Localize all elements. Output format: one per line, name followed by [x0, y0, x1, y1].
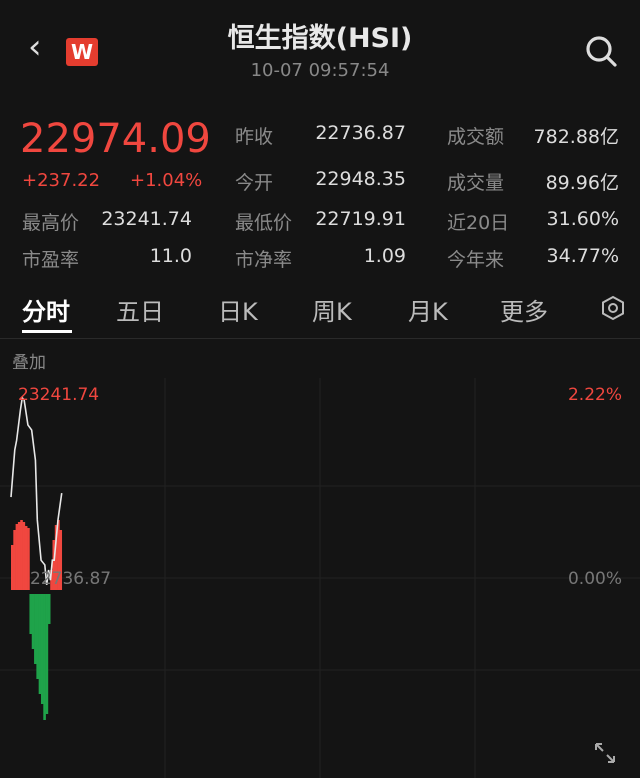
- page-title: 恒生指数(HSI): [227, 23, 413, 54]
- stat-label: 昨收: [235, 126, 274, 148]
- flow-bar: [29, 594, 33, 634]
- settings-icon[interactable]: [600, 295, 626, 321]
- overlay-button[interactable]: 叠加: [12, 353, 46, 373]
- flow-bar: [22, 522, 26, 590]
- tab-weekly-k[interactable]: 周K: [312, 298, 352, 326]
- flow-bar: [45, 594, 49, 714]
- stat-label: 市净率: [235, 249, 293, 271]
- search-icon[interactable]: [584, 34, 618, 68]
- current-price: 22974.09: [20, 116, 211, 162]
- flow-bar: [50, 570, 53, 590]
- tab-intraday[interactable]: 分时: [22, 298, 70, 326]
- stat-label: 市盈率: [22, 249, 80, 271]
- stat-value: 22719.91: [315, 208, 406, 230]
- flow-bar: [47, 594, 51, 624]
- stat-value: 782.88亿: [533, 126, 619, 148]
- flow-bar: [59, 530, 63, 590]
- divider: [0, 338, 640, 339]
- flow-bar: [54, 525, 58, 590]
- stat-value: 22736.87: [315, 122, 406, 144]
- stat-value: 89.96亿: [545, 172, 619, 194]
- tab-five-day[interactable]: 五日: [116, 298, 164, 326]
- active-tab-indicator: [22, 330, 72, 333]
- stat-label: 近20日: [447, 212, 510, 234]
- tab-more[interactable]: 更多: [500, 298, 548, 326]
- flow-bar: [36, 594, 39, 679]
- timestamp: 10-07 09:57:54: [250, 60, 390, 81]
- stat-label: 今年来: [447, 249, 505, 271]
- stat-label: 最低价: [235, 212, 293, 234]
- tab-monthly-k[interactable]: 月K: [408, 298, 448, 326]
- flow-bar: [31, 594, 35, 649]
- price-change-pct: +1.04%: [130, 170, 203, 191]
- back-button[interactable]: ‹: [28, 27, 42, 67]
- flow-bar: [20, 520, 23, 590]
- price-change: +237.22: [22, 170, 101, 191]
- stat-value: 23241.74: [101, 208, 192, 230]
- stat-label: 成交额: [447, 126, 505, 148]
- y-top-label: 23241.74: [18, 385, 100, 405]
- flow-bar: [57, 520, 60, 590]
- flow-bar: [52, 540, 56, 590]
- fullscreen-icon[interactable]: [592, 740, 618, 766]
- flow-bar: [40, 594, 44, 704]
- flow-bar: [27, 528, 30, 590]
- stat-label: 今开: [235, 172, 274, 194]
- flow-bar: [17, 522, 21, 590]
- pct-mid-label: 0.00%: [567, 569, 622, 589]
- tab-daily-k[interactable]: 日K: [218, 298, 258, 326]
- app-logo: W: [66, 38, 98, 66]
- stat-value: 11.0: [149, 245, 192, 267]
- flow-bar: [15, 524, 19, 590]
- stat-value: 22948.35: [315, 168, 406, 190]
- stat-label: 最高价: [22, 212, 80, 234]
- flow-bar: [38, 594, 42, 694]
- flow-bar: [11, 545, 14, 590]
- stat-value: 34.77%: [546, 245, 619, 267]
- flow-bar: [43, 594, 46, 720]
- y-mid-label: 22736.87: [30, 569, 112, 589]
- price-line: [10, 395, 63, 585]
- stat-value: 31.60%: [546, 208, 619, 230]
- flow-bar: [24, 526, 28, 590]
- flow-bar: [13, 530, 16, 590]
- stat-value: 1.09: [363, 245, 406, 267]
- stat-label: 成交量: [447, 172, 505, 194]
- flow-bar: [34, 594, 37, 664]
- pct-top-label: 2.22%: [567, 385, 622, 405]
- intraday-chart: [0, 378, 640, 778]
